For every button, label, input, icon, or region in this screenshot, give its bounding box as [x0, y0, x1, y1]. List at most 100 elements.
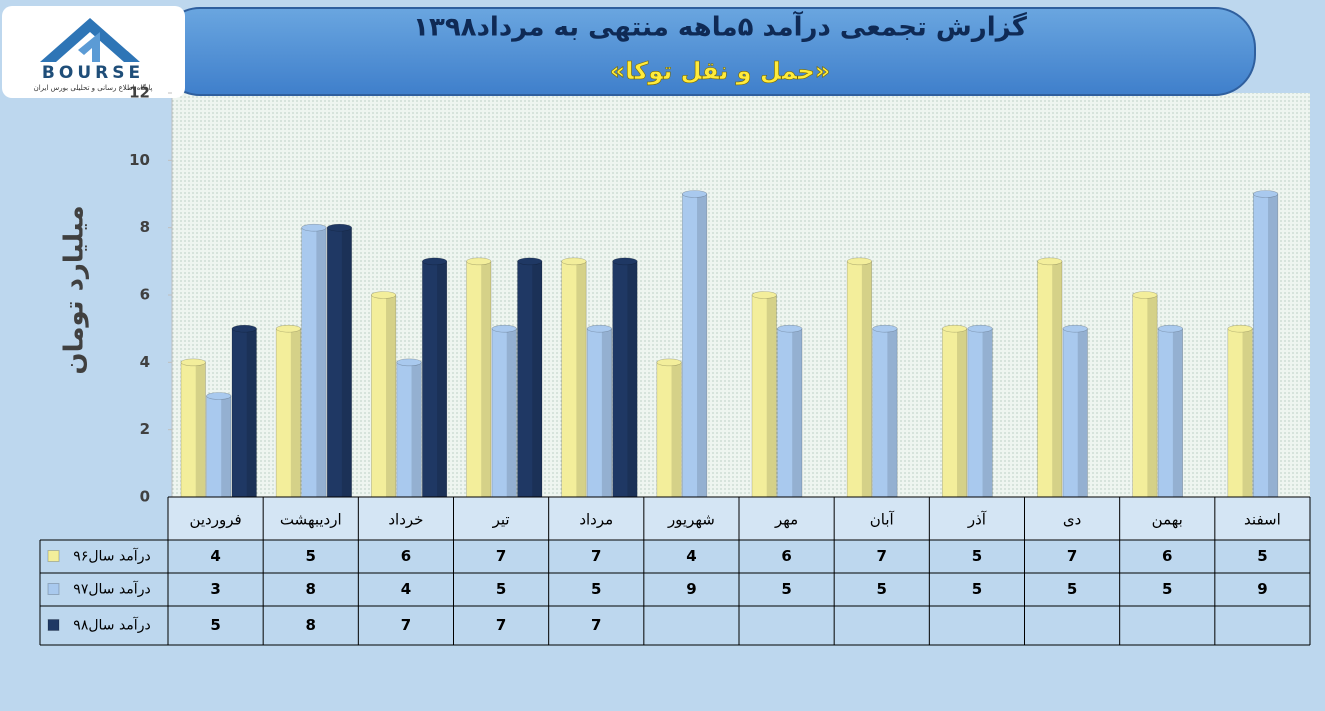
bar-cap: [1253, 190, 1279, 198]
bar-shade: [221, 396, 231, 497]
legend-swatch: [47, 550, 60, 562]
table-value: 9: [1257, 580, 1267, 598]
legend-swatch: [47, 583, 60, 595]
bar: [326, 227, 352, 498]
bar-cap: [586, 324, 612, 333]
bar-shade: [601, 328, 612, 497]
table-value: 8: [306, 616, 316, 634]
bar-shade: [627, 261, 638, 497]
bar: [1253, 193, 1279, 498]
bar-shade: [532, 261, 542, 497]
table-value: 5: [1257, 547, 1267, 565]
table-value: 9: [686, 580, 696, 598]
bar-shade: [437, 261, 447, 497]
bar: [301, 227, 327, 498]
bar-shade: [481, 261, 491, 497]
table-value: 7: [591, 616, 601, 634]
table-value: 5: [1162, 580, 1172, 598]
bar-cap: [1037, 257, 1063, 266]
bar-shade: [316, 227, 327, 497]
bar-shade: [1268, 194, 1278, 497]
logo: BOURSE پایگاه اطلاع رسانی و تحلیلی بورس …: [2, 6, 185, 98]
bar: [491, 328, 517, 498]
legend-swatch: [47, 619, 60, 631]
x-tick-label: اسفند: [1244, 511, 1281, 529]
x-tick-label: شهریور: [667, 511, 715, 529]
bar: [1157, 328, 1183, 498]
logo-text: BOURSE: [42, 63, 144, 83]
y-tick-label: 6: [140, 286, 150, 304]
table-value: 7: [591, 547, 601, 565]
table-value: 5: [496, 580, 506, 598]
bar-cap: [491, 324, 517, 333]
bar-cap: [371, 291, 397, 299]
bar: [872, 328, 898, 498]
table-value: 5: [781, 580, 791, 598]
bar-shade: [957, 328, 967, 497]
table-value: 5: [306, 547, 316, 565]
bar-cap: [422, 257, 448, 266]
x-tick-label: فروردین: [189, 511, 241, 529]
y-tick-label: 10: [129, 151, 150, 169]
y-tick-label: 2: [140, 420, 150, 438]
bar-cap: [872, 324, 898, 333]
table-value: 5: [210, 616, 220, 634]
bar-shade: [341, 227, 352, 497]
bar: [586, 328, 612, 498]
y-tick-label: 8: [140, 218, 150, 236]
bar-cap: [777, 324, 803, 333]
bar-cap: [517, 257, 543, 266]
x-tick-label: بهمن: [1152, 511, 1183, 529]
bar-shade: [195, 362, 206, 497]
table-value: 4: [401, 580, 411, 598]
bar-cap: [206, 392, 232, 400]
bar-shade: [697, 194, 707, 497]
x-tick-label: اردیبهشت: [280, 511, 342, 529]
bar-cap: [967, 324, 993, 333]
table-value: 5: [877, 580, 887, 598]
bar-cap: [942, 324, 968, 333]
bar-shade: [792, 328, 802, 497]
bar: [275, 328, 301, 498]
table-value: 7: [496, 616, 506, 634]
bar-shade: [1242, 328, 1253, 497]
bar: [180, 362, 206, 498]
bar-shade: [506, 328, 517, 497]
y-tick-label: 4: [140, 353, 150, 371]
bar-shade: [246, 328, 257, 497]
table-value: 5: [591, 580, 601, 598]
bar-cap: [682, 190, 708, 198]
table-value: 3: [210, 580, 220, 598]
bar-cap: [656, 358, 682, 367]
bar-shade: [411, 362, 422, 497]
bar-cap: [396, 358, 422, 367]
x-tick-label: آبان: [870, 511, 895, 529]
x-tick-label: تیر: [492, 511, 510, 529]
table-value: 6: [1162, 547, 1172, 565]
bar-cap: [1157, 324, 1183, 333]
bar-cap: [231, 324, 257, 333]
bar-cap: [1062, 324, 1088, 333]
bar-shade: [290, 328, 301, 497]
bar: [396, 362, 422, 498]
bar-shade: [1147, 295, 1158, 497]
table-value: 7: [877, 547, 887, 565]
bar-shade: [766, 295, 777, 497]
table-value: 5: [972, 547, 982, 565]
legend-label: درآمد سال۹۷: [73, 581, 150, 598]
bar: [682, 193, 708, 498]
bar-cap: [1132, 291, 1158, 299]
x-tick-label: دی: [1063, 511, 1081, 529]
bar-cap: [1227, 324, 1253, 333]
bar: [1062, 328, 1088, 498]
bar-cap: [326, 223, 352, 232]
bar-cap: [275, 324, 301, 333]
plot-area: [172, 93, 1310, 497]
legend-label: درآمد سال۹۸: [73, 617, 150, 634]
bar-shade: [982, 328, 993, 497]
chart-subtitle: «حمل و نقل توکا»: [610, 57, 831, 85]
table-value: 7: [1067, 547, 1077, 565]
table-value: 7: [496, 547, 506, 565]
bar-cap: [612, 257, 638, 266]
